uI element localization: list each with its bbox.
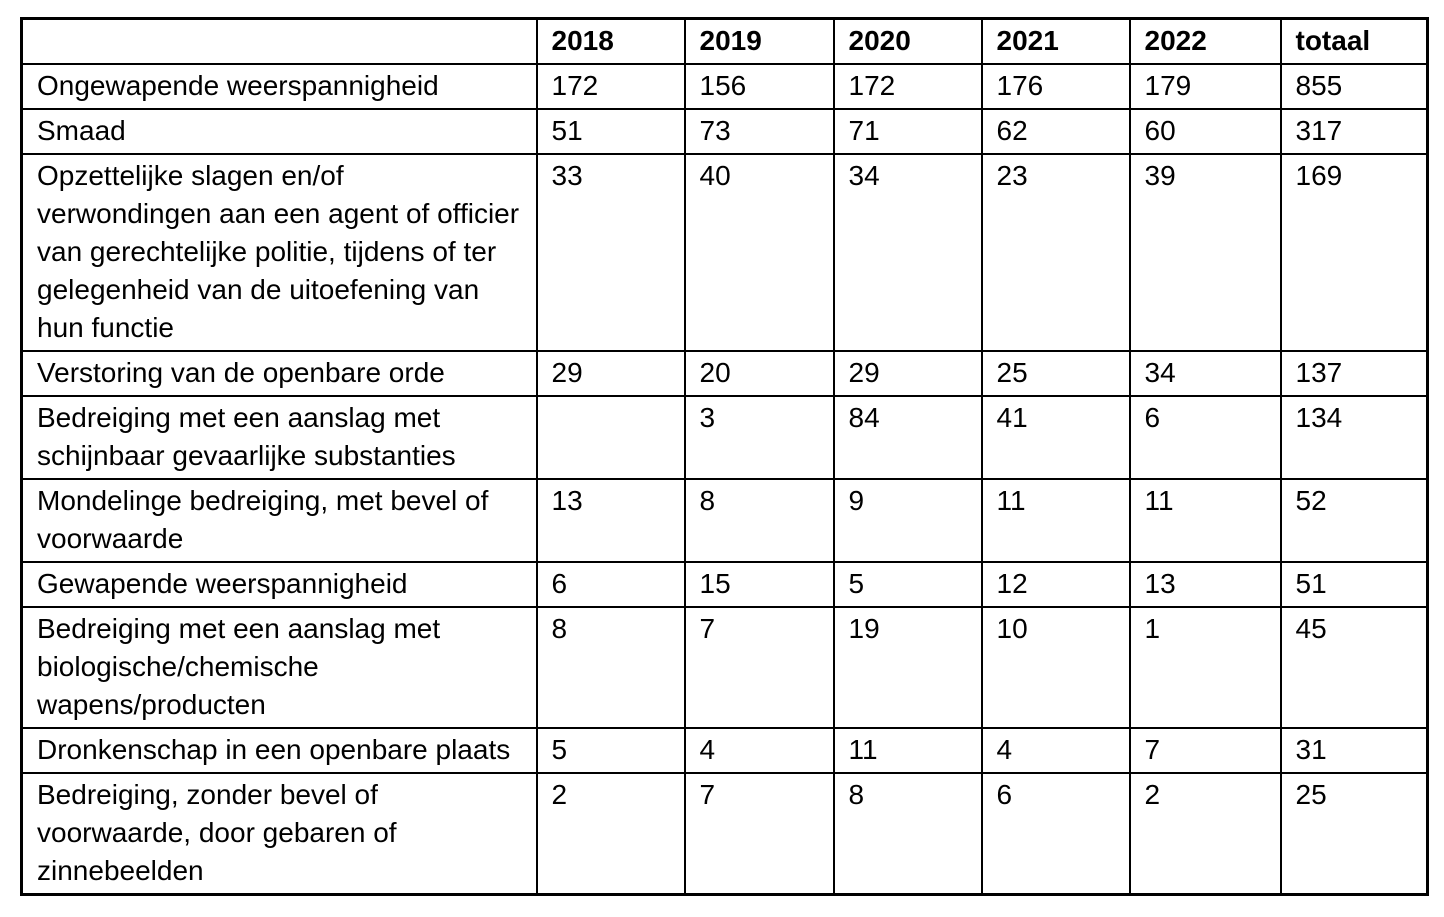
value-cell: 25: [1279, 772, 1429, 896]
value-cell: 6: [980, 772, 1131, 896]
offense-statistics-table: 2018 2019 2020 2021 2022 totaal Ongewapende w…: [20, 17, 1429, 896]
value-cell: 25: [980, 350, 1131, 397]
value-cell: 5: [832, 561, 983, 608]
value-cell: 13: [535, 478, 686, 563]
value-cell: 1: [1128, 606, 1282, 729]
value-cell: 51: [535, 108, 686, 155]
value-cell: 41: [980, 395, 1131, 480]
value-cell: 20: [683, 350, 835, 397]
value-cell: 19: [832, 606, 983, 729]
value-cell: 7: [1128, 727, 1282, 774]
value-cell: 40: [683, 153, 835, 352]
value-cell: 29: [535, 350, 686, 397]
value-cell: 45: [1279, 606, 1429, 729]
value-cell: 137: [1279, 350, 1429, 397]
table-row: Opzettelijke slagen en/of verwondingen a…: [20, 153, 1429, 352]
table-row: Bedreiging met een aanslag met biologisc…: [20, 606, 1429, 729]
value-cell: 7: [683, 606, 835, 729]
row-label-cell: Gewapende weerspannigheid: [20, 561, 538, 608]
table-row: Dronkenschap in een openbare plaats 5 4 11 4…: [20, 727, 1429, 774]
value-cell: 73: [683, 108, 835, 155]
value-cell: 62: [980, 108, 1131, 155]
value-cell: 4: [980, 727, 1131, 774]
corner-cell: [20, 17, 538, 65]
value-cell: 176: [980, 63, 1131, 110]
value-cell: 33: [535, 153, 686, 352]
column-header: 2020: [832, 17, 983, 65]
value-cell: 84: [832, 395, 983, 480]
table-row: Gewapende weerspannigheid 6 15 5 12 13 51: [20, 561, 1429, 608]
value-cell: 9: [832, 478, 983, 563]
value-cell: 29: [832, 350, 983, 397]
value-cell: 3: [683, 395, 835, 480]
row-label-cell: Bedreiging met een aanslag met biologisc…: [20, 606, 538, 729]
value-cell: 169: [1279, 153, 1429, 352]
page: { "table": { "columns": ["", "2018", "20…: [0, 17, 1444, 917]
value-cell: 4: [683, 727, 835, 774]
table-row: Smaad 51 73 71 62 60 317: [20, 108, 1429, 155]
value-cell: 31: [1279, 727, 1429, 774]
value-cell: 34: [832, 153, 983, 352]
value-cell: 2: [535, 772, 686, 896]
table-row: Mondelinge bedreiging, met bevel of voor…: [20, 478, 1429, 563]
table-row: Ongewapende weerspannigheid 172 156 172 176 1…: [20, 63, 1429, 110]
table-body: Ongewapende weerspannigheid 172 156 172 176 1…: [20, 63, 1429, 896]
column-header: totaal: [1279, 17, 1429, 65]
value-cell: 2: [1128, 772, 1282, 896]
value-cell: 179: [1128, 63, 1282, 110]
value-cell: 51: [1279, 561, 1429, 608]
row-label-cell: Bedreiging, zonder bevel of voorwaarde, …: [20, 772, 538, 896]
value-cell: 11: [980, 478, 1131, 563]
value-cell: 10: [980, 606, 1131, 729]
value-cell: 134: [1279, 395, 1429, 480]
value-cell: 71: [832, 108, 983, 155]
column-header: 2019: [683, 17, 835, 65]
value-cell: 172: [535, 63, 686, 110]
value-cell: 5: [535, 727, 686, 774]
value-cell: 11: [1128, 478, 1282, 563]
value-cell: 8: [832, 772, 983, 896]
value-cell: 6: [1128, 395, 1282, 480]
value-cell: 13: [1128, 561, 1282, 608]
row-label-cell: Opzettelijke slagen en/of verwondingen a…: [20, 153, 538, 352]
value-cell: 60: [1128, 108, 1282, 155]
value-cell: 156: [683, 63, 835, 110]
column-header: 2021: [980, 17, 1131, 65]
row-label-cell: Bedreiging met een aanslag met schijnbaa…: [20, 395, 538, 480]
row-label-cell: Dronkenschap in een openbare plaats: [20, 727, 538, 774]
value-cell: 7: [683, 772, 835, 896]
row-label-cell: Verstoring van de openbare orde: [20, 350, 538, 397]
value-cell: 11: [832, 727, 983, 774]
column-header: 2022: [1128, 17, 1282, 65]
value-cell: 34: [1128, 350, 1282, 397]
row-label-cell: Smaad: [20, 108, 538, 155]
value-cell: 8: [683, 478, 835, 563]
value-cell: 12: [980, 561, 1131, 608]
value-cell: 39: [1128, 153, 1282, 352]
row-label-cell: Ongewapende weerspannigheid: [20, 63, 538, 110]
table-row: Bedreiging met een aanslag met schijnbaa…: [20, 395, 1429, 480]
value-cell: [535, 395, 686, 480]
value-cell: 317: [1279, 108, 1429, 155]
table-row: Bedreiging, zonder bevel of voorwaarde, …: [20, 772, 1429, 896]
value-cell: 23: [980, 153, 1131, 352]
value-cell: 172: [832, 63, 983, 110]
column-header: 2018: [535, 17, 686, 65]
row-label-cell: Mondelinge bedreiging, met bevel of voor…: [20, 478, 538, 563]
value-cell: 8: [535, 606, 686, 729]
value-cell: 855: [1279, 63, 1429, 110]
header-row: 2018 2019 2020 2021 2022 totaal: [20, 17, 1429, 65]
value-cell: 15: [683, 561, 835, 608]
value-cell: 6: [535, 561, 686, 608]
table-row: Verstoring van de openbare orde 29 20 29 25 3…: [20, 350, 1429, 397]
value-cell: 52: [1279, 478, 1429, 563]
